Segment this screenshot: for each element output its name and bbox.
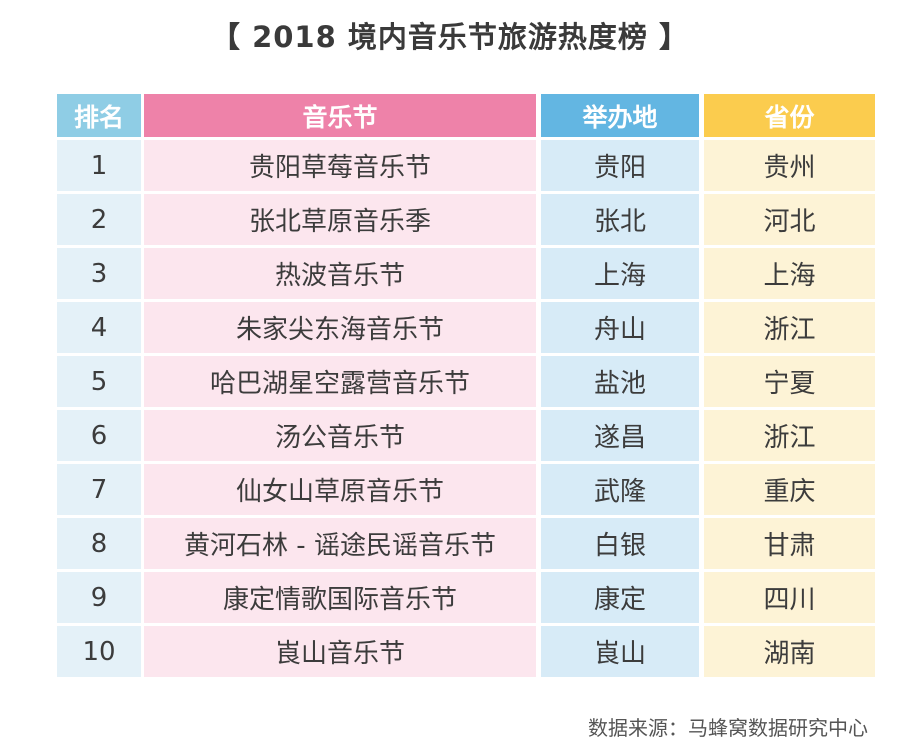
city-cell: 张北 [541,194,699,245]
festival-cell: 仙女山草原音乐节 [144,464,536,515]
city-cell: 武隆 [541,464,699,515]
rank-cell: 2 [57,194,141,245]
rank-cell: 4 [57,302,141,353]
header-rank: 排名 [57,94,141,137]
header-province: 省份 [704,94,875,137]
table-row: 3 热波音乐节 上海 上海 [57,248,875,299]
festival-cell: 黄河石林 - 谣途民谣音乐节 [144,518,536,569]
rank-cell: 10 [57,626,141,677]
table-row: 9 康定情歌国际音乐节 康定 四川 [57,572,875,623]
province-cell: 重庆 [704,464,875,515]
chart-title: 【 2018 境内音乐节旅游热度榜 】 [210,20,689,54]
city-cell: 崀山 [541,626,699,677]
table-row: 5 哈巴湖星空露营音乐节 盐池 宁夏 [57,356,875,407]
rank-cell: 6 [57,410,141,461]
city-cell: 白银 [541,518,699,569]
province-cell: 河北 [704,194,875,245]
rank-cell: 8 [57,518,141,569]
province-cell: 贵州 [704,140,875,191]
ranking-table: 排名 音乐节 举办地 省份 1 贵阳草莓音乐节 贵阳 贵州 2 张北草原音乐季 张北 河北 3 热… [57,94,875,680]
province-cell: 四川 [704,572,875,623]
table-row: 8 黄河石林 - 谣途民谣音乐节 白银 甘肃 [57,518,875,569]
city-cell: 遂昌 [541,410,699,461]
festival-cell: 康定情歌国际音乐节 [144,572,536,623]
province-cell: 宁夏 [704,356,875,407]
rank-cell: 5 [57,356,141,407]
city-cell: 舟山 [541,302,699,353]
rank-cell: 3 [57,248,141,299]
city-cell: 康定 [541,572,699,623]
city-cell: 贵阳 [541,140,699,191]
rank-cell: 1 [57,140,141,191]
table-row: 2 张北草原音乐季 张北 河北 [57,194,875,245]
festival-cell: 汤公音乐节 [144,410,536,461]
table-row: 10 崀山音乐节 崀山 湖南 [57,626,875,677]
rank-cell: 9 [57,572,141,623]
festival-cell: 热波音乐节 [144,248,536,299]
province-cell: 甘肃 [704,518,875,569]
table-header: 排名 音乐节 举办地 省份 [57,94,875,137]
city-cell: 盐池 [541,356,699,407]
province-cell: 浙江 [704,410,875,461]
table-row: 7 仙女山草原音乐节 武隆 重庆 [57,464,875,515]
province-cell: 上海 [704,248,875,299]
table-row: 4 朱家尖东海音乐节 舟山 浙江 [57,302,875,353]
header-festival: 音乐节 [144,94,536,137]
city-cell: 上海 [541,248,699,299]
festival-cell: 贵阳草莓音乐节 [144,140,536,191]
festival-cell: 崀山音乐节 [144,626,536,677]
festival-cell: 哈巴湖星空露营音乐节 [144,356,536,407]
festival-cell: 朱家尖东海音乐节 [144,302,536,353]
province-cell: 湖南 [704,626,875,677]
province-cell: 浙江 [704,302,875,353]
table-body: 1 贵阳草莓音乐节 贵阳 贵州 2 张北草原音乐季 张北 河北 3 热波音乐节 上海 上海 4 朱家尖东海… [57,140,875,677]
table-row: 1 贵阳草莓音乐节 贵阳 贵州 [57,140,875,191]
data-source: 数据来源：马蜂窝数据研究中心 [588,716,868,740]
table-row: 6 汤公音乐节 遂昌 浙江 [57,410,875,461]
festival-cell: 张北草原音乐季 [144,194,536,245]
rank-cell: 7 [57,464,141,515]
header-city: 举办地 [541,94,699,137]
